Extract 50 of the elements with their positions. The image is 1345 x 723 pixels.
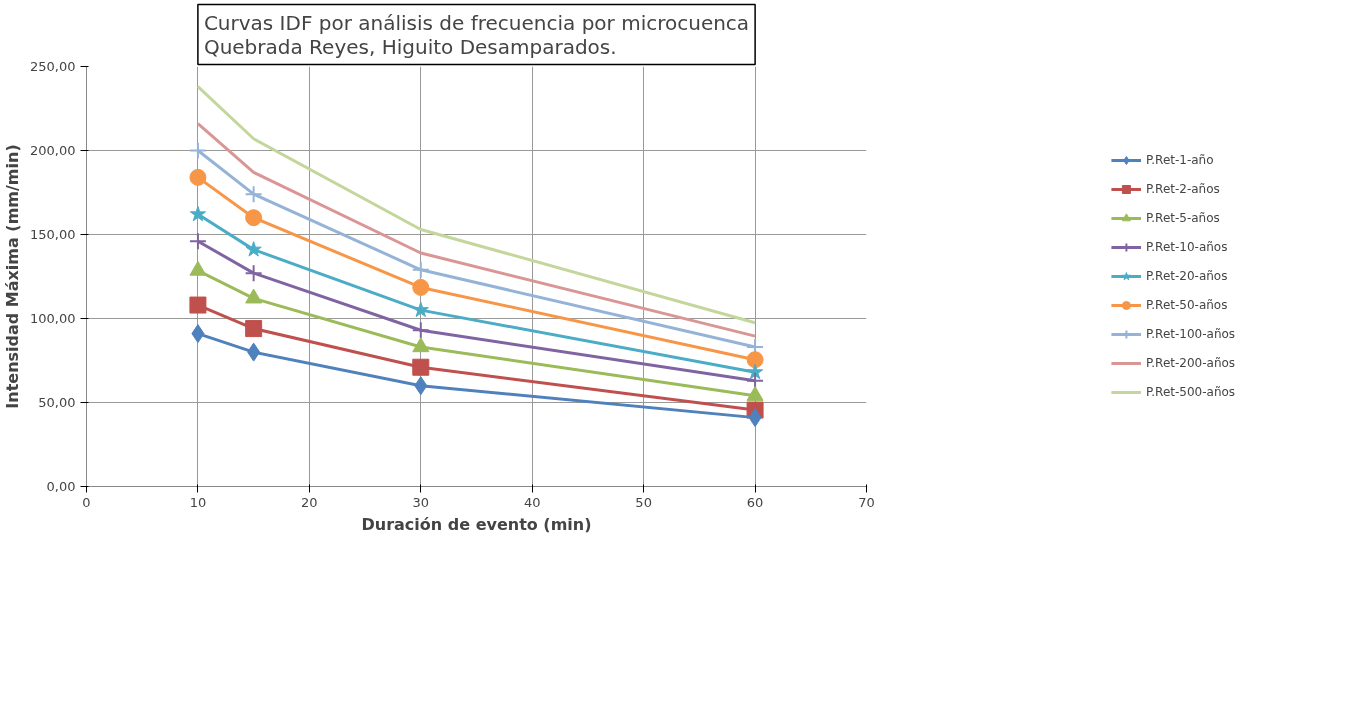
legend-label: P.Ret-10-años [1145,240,1228,254]
point [247,342,261,362]
x-tick-label: 30 [412,494,430,510]
point [245,320,263,338]
point [414,376,428,396]
legend-label: P.Ret-200-años [1145,356,1236,370]
x-tick-label: 50 [635,494,652,510]
legend-label: P.Ret-500-años [1145,385,1236,399]
point [412,278,430,296]
legend-label: P.Ret-50-años [1145,298,1228,312]
y-axis-title: Intensidad Máxima (mm/min) [3,144,23,409]
point [189,168,207,186]
x-tick-label: 40 [523,494,541,510]
point [412,301,429,318]
point [412,358,430,376]
point [411,321,430,340]
chart-title: Curvas IDF por análisis de frecuencia por microcuenca Quebrada Reyes, Higuito Desamparados. [203,10,750,59]
point [189,296,207,314]
point [411,260,430,279]
point [244,185,263,204]
point [188,232,207,251]
point [189,205,207,222]
point [191,324,205,344]
point [412,337,430,353]
legend-label: P.Ret-20-años [1145,269,1228,283]
legend-label: P.Ret-100-años [1145,327,1236,341]
x-tick-label: 0 [82,494,91,510]
line-series [196,85,757,325]
y-tick-label: 250,00 [30,59,76,74]
x-tick-label: 10 [189,494,207,510]
x-tick-label: 20 [301,494,318,510]
y-tick-label: 0,00 [46,479,76,494]
line-series [196,122,757,338]
point [746,363,764,380]
y-tick-label: 100,00 [30,311,76,326]
y-tick-label: 150,00 [30,227,76,242]
point [746,351,764,369]
point [245,209,263,227]
legend-label: P.Ret-2-años [1145,182,1220,196]
point [748,408,762,428]
point [244,264,263,283]
point [188,141,207,160]
legend-label: P.Ret-1-año [1145,153,1214,167]
point [245,241,262,257]
y-tick-label: 50,00 [38,395,76,410]
legend-label: P.Ret-5-años [1145,211,1220,225]
x-tick-label: 70 [858,494,875,510]
y-tick-label: 200,00 [30,143,76,158]
x-axis-title: Duración de evento (min) [361,514,592,534]
x-tick-label: 60 [746,494,764,510]
